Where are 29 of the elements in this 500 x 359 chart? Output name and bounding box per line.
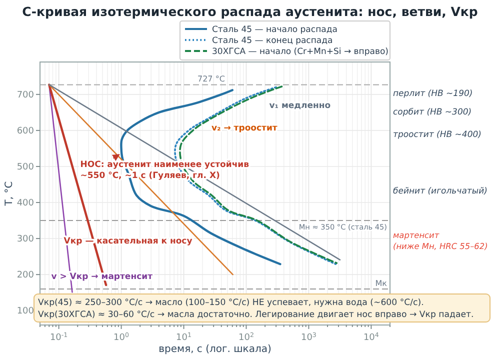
y-tick-label: 600 (16, 126, 34, 136)
y-tick-label: 300 (16, 234, 34, 245)
annotation: v₁ медленно (269, 101, 331, 112)
y-tick-label: 400 (16, 198, 34, 209)
ref-line-label: 727 °C (198, 74, 226, 84)
text: мартенсит (ниже Мн, HRC 55–62) (393, 230, 488, 252)
x-tick-label: 10$^{4}$ (363, 332, 379, 343)
annotation: v₂ → троостит (212, 123, 278, 134)
x-tick-label: 10$^{3}$ (300, 332, 316, 343)
text: сорбит (НВ ~300) (393, 108, 472, 118)
y-tick-label: 200 (16, 270, 34, 281)
x-tick-label: 10$^{0}$ (114, 332, 130, 343)
ref-line-label: Мк (375, 278, 388, 288)
chart-title: С-кривая изотермического распада аустенита: нос, ветви, Vкр (22, 4, 478, 19)
text: перлит (НВ ~190) (393, 89, 473, 100)
y-tick-label: 100 (16, 306, 34, 317)
text: троостит (НВ ~400) (393, 130, 482, 140)
legend-label: Сталь 45 — конец распада (212, 36, 333, 46)
annotation: Vкр(45) ≈ 250–300 °C/с → масло (100–150 °C/с) НЕ успевает, нужна вода (~600 °C/с). Vкр(30ХГСА) ≈ 30–60 °C/с → масла достаточно. Легирование двигает нос вправо → Vкр падает. (38, 298, 474, 320)
legend-label: 30ХГСА — начало (Cr+Mn+Si → вправо) (212, 47, 388, 57)
y-tick-label: 700 (16, 90, 34, 100)
legend-label: Сталь 45 — начало распада (212, 25, 338, 35)
x-tick-label: 10$^{-1}$ (50, 332, 68, 343)
x-tick-label: 10$^{1}$ (176, 332, 192, 343)
x-axis-title: время, с (лог. шкала) (158, 344, 272, 355)
y-tick-label: 500 (16, 162, 34, 172)
y-axis-title: T, °C (4, 181, 15, 207)
x-tick-label: 10$^{2}$ (238, 332, 254, 343)
text: бейнит (игольчатый) (393, 186, 488, 196)
